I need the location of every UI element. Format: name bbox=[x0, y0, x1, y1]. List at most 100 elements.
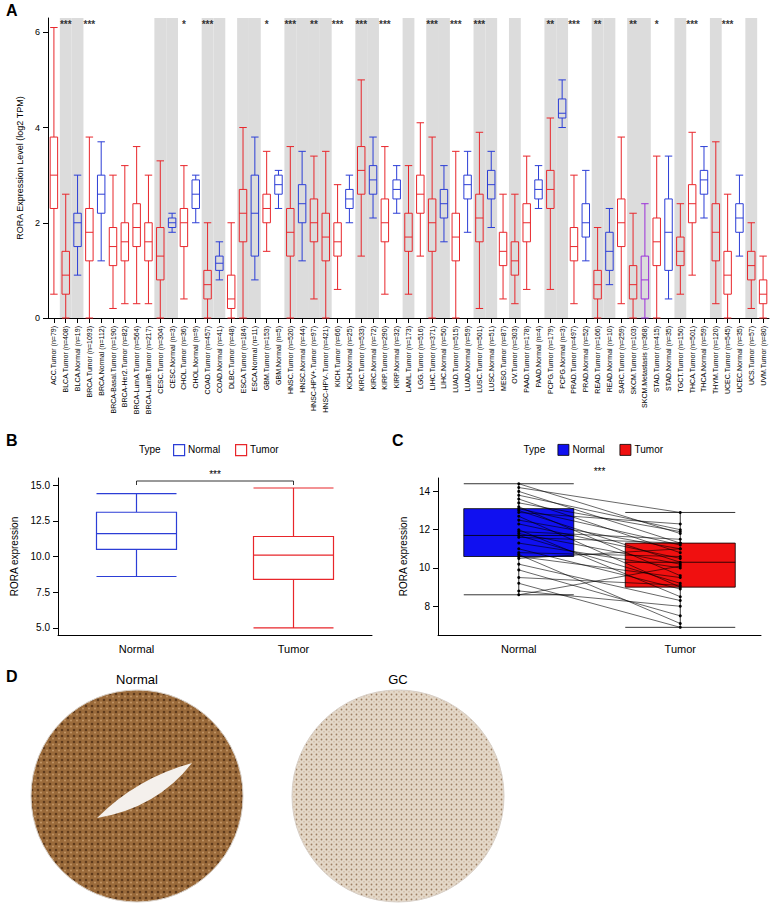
svg-text:UCS.Tumor (n=57): UCS.Tumor (n=57) bbox=[748, 326, 756, 385]
svg-text:LUSC.Normal (n=51): LUSC.Normal (n=51) bbox=[488, 326, 496, 392]
svg-text:READ.Tumor (n=166): READ.Tumor (n=166) bbox=[594, 326, 602, 394]
svg-text:BRCA-Her2.Tumor (n=82): BRCA-Her2.Tumor (n=82) bbox=[121, 326, 129, 407]
svg-text:12: 12 bbox=[419, 524, 431, 535]
svg-text:**: ** bbox=[594, 19, 602, 30]
svg-text:STAD.Normal (n=35): STAD.Normal (n=35) bbox=[665, 326, 673, 391]
svg-text:15.0: 15.0 bbox=[31, 480, 51, 491]
svg-text:*: * bbox=[182, 19, 186, 30]
svg-text:***: *** bbox=[84, 19, 96, 30]
svg-text:PCPG.Tumor (n=179): PCPG.Tumor (n=179) bbox=[547, 326, 555, 394]
svg-text:LUAD.Normal (n=59): LUAD.Normal (n=59) bbox=[464, 326, 472, 392]
svg-text:HNSC.Normal (n=44): HNSC.Normal (n=44) bbox=[299, 326, 307, 393]
svg-text:BRCA.Normal (n=112): BRCA.Normal (n=112) bbox=[98, 326, 106, 396]
svg-text:Tumor: Tumor bbox=[278, 643, 310, 655]
svg-text:KIRP.Tumor (n=290): KIRP.Tumor (n=290) bbox=[381, 326, 389, 390]
svg-text:***: *** bbox=[284, 19, 296, 30]
svg-text:6: 6 bbox=[35, 27, 40, 37]
svg-text:CESC.Tumor (n=304): CESC.Tumor (n=304) bbox=[157, 326, 165, 394]
svg-text:***: *** bbox=[60, 19, 72, 30]
svg-text:RORA expression: RORA expression bbox=[398, 517, 409, 596]
svg-text:Tumor: Tumor bbox=[635, 444, 664, 455]
svg-text:UVM.Tumor (n=80): UVM.Tumor (n=80) bbox=[760, 326, 768, 386]
svg-text:***: *** bbox=[568, 19, 580, 30]
svg-text:***: *** bbox=[332, 19, 344, 30]
svg-text:KIRC.Tumor (n=533): KIRC.Tumor (n=533) bbox=[358, 326, 366, 391]
svg-text:***: *** bbox=[474, 19, 486, 30]
svg-text:READ.Normal (n=10): READ.Normal (n=10) bbox=[606, 326, 614, 392]
svg-text:0: 0 bbox=[35, 313, 40, 323]
svg-text:TGCT.Tumor (n=150): TGCT.Tumor (n=150) bbox=[677, 326, 685, 392]
svg-text:PAAD.Normal (n=4): PAAD.Normal (n=4) bbox=[535, 326, 543, 388]
svg-text:***: *** bbox=[209, 469, 221, 480]
svg-text:PRAD.Normal (n=52): PRAD.Normal (n=52) bbox=[582, 326, 590, 392]
svg-text:HNSC-HPV+.Tumor (n=97): HNSC-HPV+.Tumor (n=97) bbox=[310, 326, 318, 411]
svg-text:**: ** bbox=[629, 19, 637, 30]
svg-text:5.0: 5.0 bbox=[36, 622, 50, 633]
svg-text:SKCM.Metastasis (n=368): SKCM.Metastasis (n=368) bbox=[641, 326, 649, 408]
svg-text:4: 4 bbox=[35, 123, 40, 133]
svg-text:**: ** bbox=[310, 19, 318, 30]
svg-text:Normal: Normal bbox=[573, 444, 605, 455]
svg-text:BRCA.Tumor (n=1093): BRCA.Tumor (n=1093) bbox=[86, 326, 94, 398]
svg-text:UCEC.Tumor (n=545): UCEC.Tumor (n=545) bbox=[724, 326, 732, 394]
svg-text:BRCA-Basal.Tumor (n=190): BRCA-Basal.Tumor (n=190) bbox=[110, 326, 118, 413]
svg-text:10: 10 bbox=[419, 562, 431, 573]
svg-text:***: *** bbox=[450, 19, 462, 30]
svg-text:**: ** bbox=[546, 19, 554, 30]
svg-text:*: * bbox=[655, 19, 659, 30]
svg-text:KICH.Normal (n=25): KICH.Normal (n=25) bbox=[346, 326, 354, 390]
svg-text:***: *** bbox=[379, 19, 391, 30]
svg-text:***: *** bbox=[594, 466, 606, 477]
svg-text:GBM.Normal (n=5): GBM.Normal (n=5) bbox=[275, 326, 283, 385]
svg-text:Normal: Normal bbox=[119, 643, 154, 655]
svg-text:MESO.Tumor (n=87): MESO.Tumor (n=87) bbox=[500, 326, 508, 391]
svg-text:KICH.Tumor (n=66): KICH.Tumor (n=66) bbox=[334, 326, 342, 387]
svg-text:COAD.Tumor (n=457): COAD.Tumor (n=457) bbox=[204, 326, 212, 394]
svg-text:Type: Type bbox=[139, 444, 161, 455]
svg-text:SARC.Tumor (n=259): SARC.Tumor (n=259) bbox=[618, 326, 626, 394]
svg-text:ESCA.Normal (n=11): ESCA.Normal (n=11) bbox=[251, 326, 259, 391]
svg-text:LIHC.Tumor (n=371): LIHC.Tumor (n=371) bbox=[429, 326, 437, 390]
svg-text:CESC.Normal (n=3): CESC.Normal (n=3) bbox=[169, 326, 177, 388]
svg-text:Tumor: Tumor bbox=[250, 444, 279, 455]
svg-text:OV.Tumor (n=303): OV.Tumor (n=303) bbox=[511, 326, 519, 384]
svg-text:Normal: Normal bbox=[116, 672, 158, 687]
svg-text:KIRC.Normal (n=72): KIRC.Normal (n=72) bbox=[370, 326, 378, 390]
svg-text:GC: GC bbox=[388, 672, 408, 687]
svg-text:LIHC.Normal (n=50): LIHC.Normal (n=50) bbox=[440, 326, 448, 389]
svg-text:LAML.Tumor (n=173): LAML.Tumor (n=173) bbox=[405, 326, 413, 392]
svg-text:***: *** bbox=[355, 19, 367, 30]
svg-text:PRAD.Tumor (n=497): PRAD.Tumor (n=497) bbox=[570, 326, 578, 394]
svg-text:10.0: 10.0 bbox=[31, 551, 51, 562]
svg-text:KIRP.Normal (n=32): KIRP.Normal (n=32) bbox=[393, 326, 401, 388]
svg-text:BLCA.Normal (n=19): BLCA.Normal (n=19) bbox=[74, 326, 82, 391]
svg-text:PCPG.Normal (n=3): PCPG.Normal (n=3) bbox=[559, 326, 567, 389]
svg-text:RORA Expression Level (log2 TP: RORA Expression Level (log2 TPM) bbox=[15, 96, 25, 239]
svg-text:***: *** bbox=[426, 19, 438, 30]
svg-text:HNSC-HPV-.Tumor (n=421): HNSC-HPV-.Tumor (n=421) bbox=[322, 326, 330, 413]
svg-text:PAAD.Tumor (n=178): PAAD.Tumor (n=178) bbox=[523, 326, 531, 393]
svg-text:ESCA.Tumor (n=184): ESCA.Tumor (n=184) bbox=[240, 326, 248, 393]
svg-text:DLBC.Tumor (n=48): DLBC.Tumor (n=48) bbox=[228, 326, 236, 389]
svg-text:CHOL.Normal (n=9): CHOL.Normal (n=9) bbox=[192, 326, 200, 388]
svg-text:Type: Type bbox=[524, 444, 546, 455]
svg-text:Normal: Normal bbox=[188, 444, 220, 455]
svg-text:***: *** bbox=[722, 19, 734, 30]
svg-text:8: 8 bbox=[424, 601, 430, 612]
svg-text:Normal: Normal bbox=[501, 643, 536, 655]
svg-text:LGG.Tumor (n=516): LGG.Tumor (n=516) bbox=[417, 326, 425, 389]
svg-text:***: *** bbox=[686, 19, 698, 30]
svg-text:14: 14 bbox=[419, 486, 431, 497]
svg-text:BRCA-LumB.Tumor (n=217): BRCA-LumB.Tumor (n=217) bbox=[145, 326, 153, 414]
svg-text:HNSC.Tumor (n=520): HNSC.Tumor (n=520) bbox=[287, 326, 295, 394]
svg-text:LUAD.Tumor (n=515): LUAD.Tumor (n=515) bbox=[452, 326, 460, 393]
svg-text:2: 2 bbox=[35, 218, 40, 228]
svg-text:STAD.Tumor (n=415): STAD.Tumor (n=415) bbox=[653, 326, 661, 392]
svg-text:GBM.Tumor (n=153): GBM.Tumor (n=153) bbox=[263, 326, 271, 390]
svg-text:LUSC.Tumor (n=501): LUSC.Tumor (n=501) bbox=[476, 326, 484, 393]
svg-text:CHOL.Tumor (n=36): CHOL.Tumor (n=36) bbox=[180, 326, 188, 390]
svg-text:SKCM.Tumor (n=103): SKCM.Tumor (n=103) bbox=[630, 326, 638, 394]
svg-text:THCA.Tumor (n=501): THCA.Tumor (n=501) bbox=[689, 326, 697, 393]
svg-text:THCA.Normal (n=59): THCA.Normal (n=59) bbox=[700, 326, 708, 392]
svg-text:THYM.Tumor (n=120): THYM.Tumor (n=120) bbox=[712, 326, 720, 394]
